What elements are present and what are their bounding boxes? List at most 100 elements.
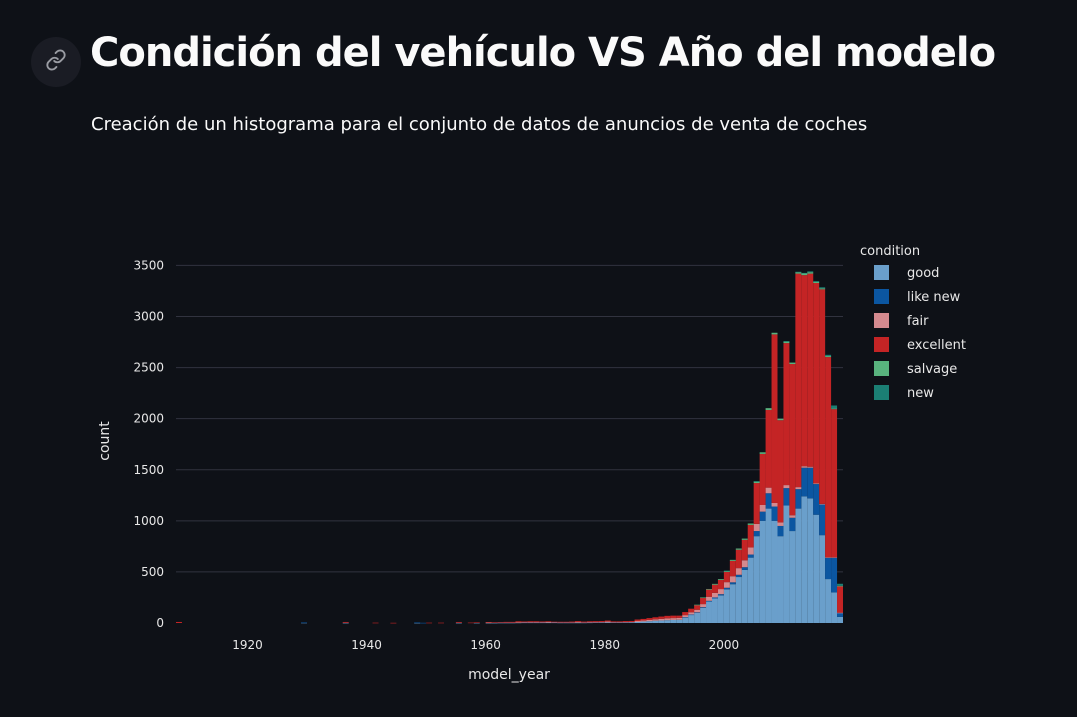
bar-excellent-1992[interactable] (676, 615, 683, 618)
bar-excellent-1993[interactable] (682, 612, 689, 616)
bar-fair-1980[interactable] (604, 621, 611, 623)
bar-good-2002[interactable] (735, 577, 742, 623)
bar-like-new-2004[interactable] (747, 554, 754, 558)
bar-good-1980[interactable] (604, 622, 611, 623)
bar-salvage-2019[interactable] (837, 585, 843, 587)
bar-excellent-2016[interactable] (819, 289, 826, 504)
bar-good-1936[interactable] (342, 622, 349, 624)
bar-good-1966[interactable] (521, 622, 528, 624)
bar-excellent-1981[interactable] (610, 621, 617, 623)
bar-salvage-2005[interactable] (753, 481, 760, 484)
bar-like-new-2002[interactable] (735, 574, 742, 578)
bar-like-new-2003[interactable] (741, 567, 748, 570)
bar-good-1968[interactable] (533, 622, 540, 624)
bar-excellent-2005[interactable] (753, 483, 760, 524)
bar-excellent-1958[interactable] (473, 622, 480, 623)
bar-fair-2015[interactable] (813, 483, 820, 485)
bar-good-1961[interactable] (491, 622, 498, 624)
bar-good-2016[interactable] (819, 535, 826, 623)
bar-excellent-1957[interactable] (467, 622, 474, 624)
bar-excellent-1995[interactable] (694, 605, 701, 610)
bar-salvage-2018[interactable] (831, 408, 838, 410)
bar-salvage-2017[interactable] (825, 356, 832, 358)
bar-excellent-1999[interactable] (717, 579, 724, 590)
bar-new-2005[interactable] (753, 481, 760, 482)
bar-good-1996[interactable] (700, 607, 707, 623)
bar-good-2009[interactable] (777, 536, 784, 623)
bar-new-2010[interactable] (783, 341, 790, 342)
bar-excellent-2002[interactable] (735, 549, 742, 569)
bar-good-1982[interactable] (616, 622, 623, 623)
bar-excellent-2010[interactable] (783, 343, 790, 486)
bar-like-new-1997[interactable] (706, 600, 712, 602)
bar-like-new-2010[interactable] (783, 488, 790, 506)
bar-like-new-2008[interactable] (771, 506, 778, 521)
bar-good-2005[interactable] (753, 536, 760, 623)
bar-good-1976[interactable] (580, 622, 587, 624)
bar-excellent-1989[interactable] (658, 616, 665, 619)
bar-excellent-1987[interactable] (646, 618, 653, 620)
bar-good-2008[interactable] (771, 520, 778, 623)
bar-fair-1992[interactable] (676, 617, 683, 620)
bar-good-1974[interactable] (569, 622, 576, 624)
bar-good-1999[interactable] (717, 595, 724, 623)
bar-good-1991[interactable] (670, 619, 677, 623)
bar-fair-1965[interactable] (515, 622, 522, 623)
bar-excellent-1941[interactable] (372, 622, 379, 624)
bar-fair-2002[interactable] (735, 568, 742, 575)
bar-excellent-2000[interactable] (723, 571, 730, 583)
bar-like-new-2015[interactable] (813, 484, 820, 515)
bar-salvage-2008[interactable] (771, 332, 778, 335)
bar-like-new-2019[interactable] (837, 612, 843, 617)
bar-good-1986[interactable] (640, 621, 647, 623)
bar-salvage-1998[interactable] (711, 583, 718, 585)
bar-good-2006[interactable] (759, 520, 766, 623)
bar-like-new-2017[interactable] (825, 557, 832, 580)
bar-good-2010[interactable] (783, 505, 790, 623)
bar-excellent-1983[interactable] (622, 621, 629, 623)
bar-good-1970[interactable] (545, 622, 552, 624)
bar-new-2013[interactable] (801, 272, 808, 274)
bar-good-2012[interactable] (795, 508, 802, 623)
bar-good-2019[interactable] (837, 616, 843, 623)
bar-fair-1987[interactable] (646, 619, 653, 622)
bar-good-1948[interactable] (414, 622, 421, 624)
bar-like-new-2006[interactable] (759, 511, 766, 521)
legend-item-like-new[interactable]: like new (874, 289, 961, 305)
bar-salvage-2004[interactable] (747, 523, 754, 525)
bar-fair-1975[interactable] (575, 622, 581, 623)
bar-salvage-2011[interactable] (789, 362, 796, 365)
bar-salvage-1996[interactable] (700, 597, 707, 599)
bar-salvage-1999[interactable] (717, 579, 724, 580)
bar-salvage-2016[interactable] (819, 288, 826, 290)
bar-good-2018[interactable] (831, 592, 838, 623)
bar-like-new-2005[interactable] (753, 531, 760, 537)
bar-excellent-1969[interactable] (539, 621, 546, 623)
bar-fair-2007[interactable] (765, 487, 772, 494)
bar-like-new-2009[interactable] (777, 525, 784, 537)
bar-fair-1995[interactable] (694, 609, 701, 613)
bar-good-2000[interactable] (723, 589, 730, 623)
bar-good-2004[interactable] (747, 557, 754, 623)
bar-good-1967[interactable] (527, 622, 534, 624)
bar-excellent-1994[interactable] (688, 608, 695, 613)
bar-fair-1993[interactable] (682, 615, 689, 618)
bar-excellent-1990[interactable] (664, 615, 671, 619)
bar-like-new-2007[interactable] (765, 493, 772, 509)
bar-like-new-1948[interactable] (414, 622, 421, 624)
bar-excellent-2018[interactable] (831, 409, 838, 558)
bar-excellent-1944[interactable] (390, 622, 397, 624)
bar-new-2018[interactable] (831, 405, 838, 409)
bar-fair-1999[interactable] (717, 589, 724, 595)
bar-salvage-2007[interactable] (765, 408, 772, 410)
bar-fair-2017[interactable] (825, 557, 832, 558)
bar-good-1963[interactable] (503, 622, 510, 624)
bar-good-1978[interactable] (592, 622, 599, 623)
bar-good-1972[interactable] (557, 622, 564, 624)
bar-excellent-1950[interactable] (426, 622, 433, 624)
bar-salvage-2003[interactable] (741, 538, 748, 540)
bar-like-new-1949[interactable] (420, 622, 427, 624)
bar-good-1965[interactable] (515, 622, 522, 624)
bar-excellent-2011[interactable] (789, 364, 796, 516)
bar-excellent-1982[interactable] (616, 621, 623, 623)
